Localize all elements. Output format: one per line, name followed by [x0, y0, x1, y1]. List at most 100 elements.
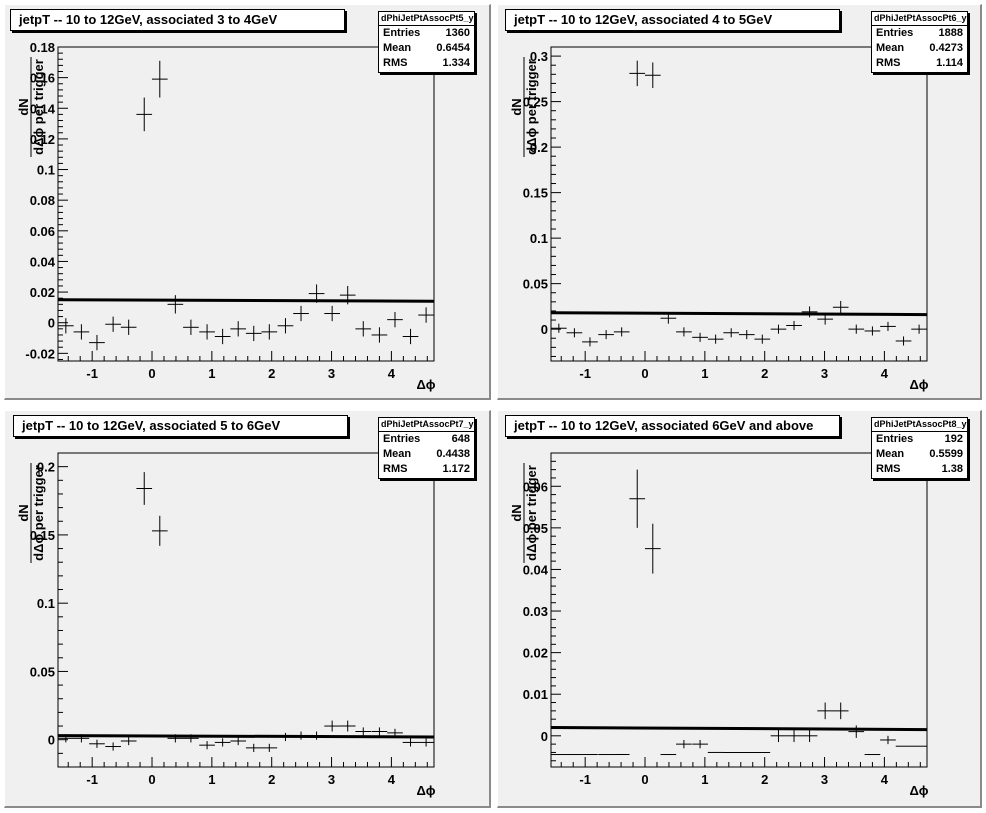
stats-value: 0.4438 [436, 448, 470, 460]
y-tick-label: 0.04 [523, 562, 549, 577]
pad-assoc-3-to-4: -1 0 1 2 3 4 -0.02 0 0.02 0.04 0.06 0.08 0.1 0.12 0.14… [4, 4, 491, 400]
stats-value: 648 [451, 433, 470, 445]
stats-box: dPhiJetPtAssocPt8_y Entries 192 Mean 0.559… [871, 417, 968, 479]
y-axis-title: dN dΔϕ per trigger [16, 57, 46, 157]
plot-assoc-5-to-6: -1 0 1 2 3 4 0 0.05 0.1 0.15 0.2 Δϕ dN dΔϕ per trigge… [16, 452, 436, 798]
pad-assoc-5-to-6: -1 0 1 2 3 4 0 0.05 0.1 0.15 0.2 Δϕ dN dΔϕ per trigge… [4, 410, 491, 808]
y-tick-label: 0.2 [530, 140, 548, 155]
y-tick-label: 0.3 [530, 49, 548, 64]
x-tick-label: 4 [881, 366, 889, 381]
stats-value: 0.4273 [929, 42, 963, 54]
y-axis-title-numerator: dN [509, 98, 524, 115]
stats-label: Mean [383, 448, 412, 460]
y-axis-title-denominator: dΔϕ per trigger [31, 465, 46, 561]
y-tick-label: 0.01 [523, 687, 548, 702]
stats-value: 1.38 [941, 463, 963, 475]
x-tick-label: 3 [821, 366, 828, 381]
stats-value: 1888 [938, 27, 963, 39]
y-tick-label: 0.05 [30, 664, 55, 679]
chart-title: jetpT -- 10 to 12GeV, associated 3 to 4G… [10, 9, 345, 31]
x-tick-label: 0 [641, 366, 648, 381]
y-tick-label: 0.1 [530, 231, 548, 246]
stats-label: RMS [383, 57, 408, 69]
y-tick-label: 0.08 [30, 193, 55, 208]
chart-title: jetpT -- 10 to 12GeV, associated 6GeV an… [505, 415, 840, 437]
y-tick-label: 0.15 [523, 186, 548, 201]
y-tick-label: 0.06 [30, 224, 55, 239]
x-tick-label: 3 [821, 772, 828, 787]
stats-label: Mean [876, 42, 905, 54]
stats-row-entries: Entries 648 [379, 432, 474, 447]
x-tick-label: 3 [328, 366, 335, 381]
stats-histogram-name: dPhiJetPtAssocPt5_y [379, 12, 474, 26]
x-tick-label: 4 [388, 366, 396, 381]
stats-label: Entries [383, 433, 421, 445]
y-tick-label: 0.14 [30, 101, 56, 116]
y-axis-title-denominator: dΔϕ per trigger [31, 59, 46, 155]
y-tick-label: 0 [541, 322, 548, 337]
y-tick-label: 0.25 [523, 95, 548, 110]
y-axis-title-numerator: dN [16, 98, 31, 115]
x-tick-label: 2 [268, 366, 275, 381]
stats-value: 0.5599 [929, 448, 963, 460]
y-tick-label: 0.02 [523, 646, 548, 661]
x-tick-label: 1 [208, 772, 215, 787]
x-axis-title: Δϕ [416, 377, 435, 392]
y-axis-title-numerator: dN [16, 504, 31, 521]
x-tick-label: -1 [86, 772, 98, 787]
x-tick-label: 2 [761, 772, 768, 787]
y-tick-label: 0.05 [523, 277, 548, 292]
x-tick-label: 0 [148, 772, 155, 787]
y-axis-title: dN dΔϕ per trigger [509, 57, 539, 157]
stats-row-mean: Mean 0.5599 [872, 447, 967, 462]
pad-assoc-4-to-5: -1 0 1 2 3 4 0 0.05 0.1 0.15 0.2 0.25 0.3 Δϕ dN dΔϕ per… [497, 4, 982, 400]
chart-title: jetpT -- 10 to 12GeV, associated 5 to 6G… [13, 415, 348, 437]
y-tick-label: 0.05 [523, 521, 548, 536]
stats-label: RMS [876, 57, 901, 69]
chart-title: jetpT -- 10 to 12GeV, associated 4 to 5G… [505, 9, 840, 31]
plot-frame [550, 452, 928, 768]
y-axis-title-denominator: dΔϕ per trigger [524, 465, 539, 561]
stats-value: 1.172 [442, 463, 470, 475]
x-tick-label: 3 [328, 772, 335, 787]
y-tick-label: 0.12 [30, 132, 55, 147]
x-tick-label: -1 [86, 366, 98, 381]
stats-row-entries: Entries 192 [872, 432, 967, 447]
x-tick-label: 1 [208, 366, 215, 381]
y-axis-title: dN dΔϕ per trigger [509, 463, 539, 563]
x-tick-label: 1 [701, 366, 708, 381]
y-tick-label: 0.04 [30, 254, 56, 269]
stats-value: 1.334 [442, 57, 470, 69]
fit-line [550, 311, 928, 317]
fit-line [550, 725, 928, 732]
stats-label: Entries [383, 27, 421, 39]
plot-assoc-3-to-4: -1 0 1 2 3 4 -0.02 0 0.02 0.04 0.06 0.08 0.1 0.12 0.14… [16, 40, 436, 392]
plot-assoc-6-and-above: -1 0 1 2 3 4 0 0.01 0.02 0.03 0.04 0.05 0.06 Δϕ dN dΔϕ … [509, 452, 929, 798]
stats-row-entries: Entries 1888 [872, 26, 967, 41]
x-tick-label: -1 [579, 366, 591, 381]
stats-row-mean: Mean 0.6454 [379, 41, 474, 56]
stats-value: 0.6454 [436, 42, 470, 54]
stats-row-rms: RMS 1.114 [872, 56, 967, 71]
x-tick-label: 1 [701, 772, 708, 787]
stats-histogram-name: dPhiJetPtAssocPt8_y [872, 418, 967, 432]
x-tick-label: 2 [268, 772, 275, 787]
stats-histogram-name: dPhiJetPtAssocPt7_y [379, 418, 474, 432]
fit-line [57, 298, 435, 303]
y-tick-label: 0 [48, 316, 55, 331]
x-tick-label: 4 [388, 772, 396, 787]
pad-assoc-6-and-above: -1 0 1 2 3 4 0 0.01 0.02 0.03 0.04 0.05 0.06 Δϕ dN dΔϕ … [497, 410, 982, 808]
x-axis-title: Δϕ [416, 783, 435, 798]
stats-box: dPhiJetPtAssocPt5_y Entries 1360 Mean 0.64… [378, 11, 475, 73]
y-tick-label: -0.02 [25, 346, 55, 361]
stats-row-rms: RMS 1.172 [379, 462, 474, 477]
plot-frame [57, 46, 435, 362]
plot-frame [550, 46, 928, 362]
fit-line [57, 734, 435, 739]
x-tick-label: 2 [761, 366, 768, 381]
y-tick-label: 0.2 [37, 460, 55, 475]
stats-label: RMS [383, 463, 408, 475]
y-axis-title: dN dΔϕ per trigger [16, 463, 46, 563]
x-tick-label: 4 [881, 772, 889, 787]
